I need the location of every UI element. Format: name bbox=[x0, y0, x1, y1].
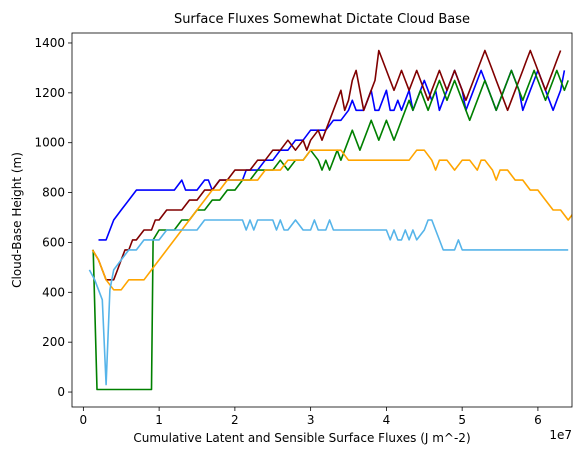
chart-title: Surface Fluxes Somewhat Dictate Cloud Ba… bbox=[174, 12, 470, 27]
plot-lines bbox=[88, 49, 572, 391]
x-axis-ticks: 0 1 2 3 4 5 6 bbox=[80, 407, 542, 427]
plot-frame bbox=[71, 32, 573, 408]
x-tick-label: 2 bbox=[231, 413, 239, 427]
series-line-5 bbox=[88, 219, 569, 386]
series-line-1 bbox=[98, 69, 566, 241]
y-tick-label: 400 bbox=[42, 285, 65, 299]
y-tick-label: 200 bbox=[42, 335, 65, 349]
x-tick-label: 3 bbox=[307, 413, 315, 427]
x-tick-label: 0 bbox=[80, 413, 88, 427]
y-tick-label: 1200 bbox=[34, 86, 65, 100]
x-tick-label: 4 bbox=[383, 413, 391, 427]
x-tick-label: 5 bbox=[458, 413, 466, 427]
x-axis-offset-label: 1e7 bbox=[549, 428, 572, 442]
series-line-2 bbox=[91, 49, 562, 281]
y-tick-label: 0 bbox=[57, 385, 65, 399]
y-tick-label: 600 bbox=[42, 235, 65, 249]
x-tick-label: 6 bbox=[534, 413, 542, 427]
series-line-3 bbox=[92, 69, 569, 391]
y-axis-ticks: 0 200 400 600 800 1000 1200 1400 bbox=[34, 36, 72, 399]
series-line-4 bbox=[91, 149, 572, 291]
y-tick-label: 1400 bbox=[34, 36, 65, 50]
y-axis-label: Cloud-Base Height (m) bbox=[10, 152, 24, 288]
y-tick-label: 800 bbox=[42, 186, 65, 200]
y-tick-label: 1000 bbox=[34, 136, 65, 150]
x-axis-label: Cumulative Latent and Sensible Surface F… bbox=[133, 431, 470, 445]
x-tick-label: 1 bbox=[155, 413, 163, 427]
